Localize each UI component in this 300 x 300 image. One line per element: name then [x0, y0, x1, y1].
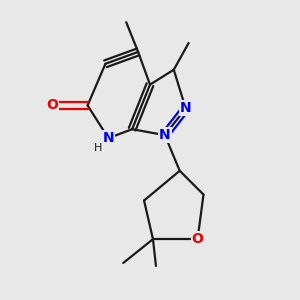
Text: O: O: [192, 232, 203, 246]
Text: H: H: [94, 142, 102, 153]
Text: O: O: [46, 98, 58, 112]
Text: N: N: [103, 131, 114, 145]
Text: N: N: [180, 101, 191, 116]
Text: N: N: [159, 128, 171, 142]
